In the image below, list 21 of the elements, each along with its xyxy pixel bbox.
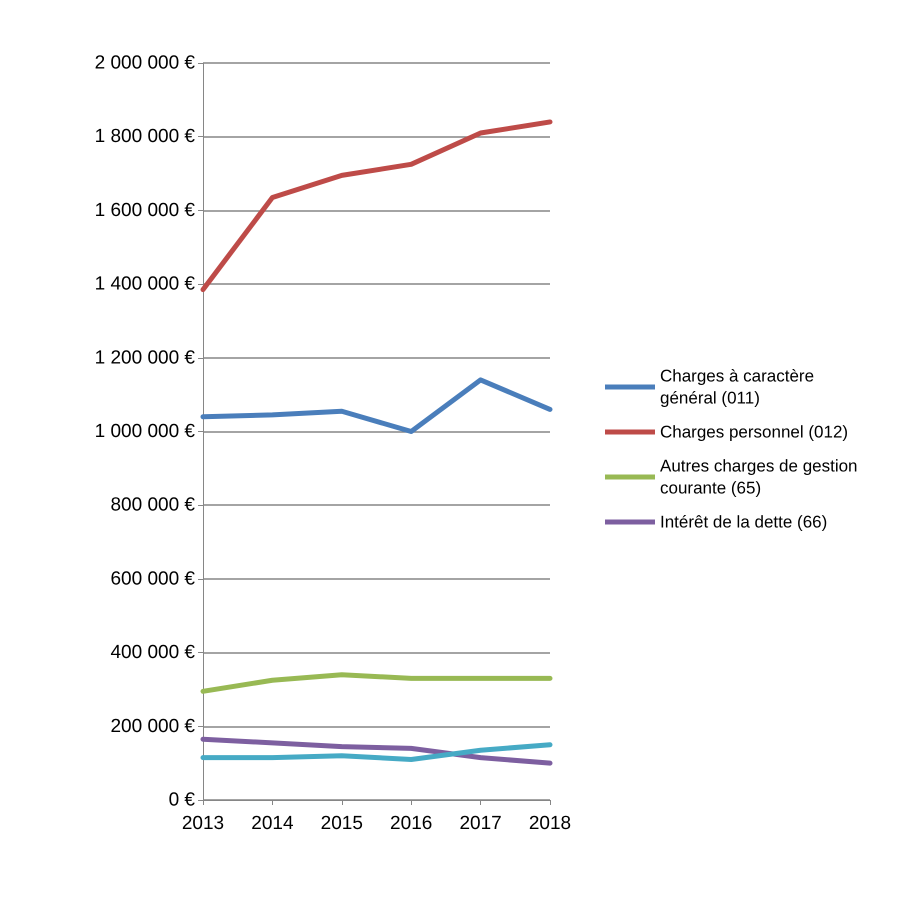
- y-tick-label: 1 400 000 €: [94, 274, 196, 295]
- y-tick-label: 400 000 €: [110, 642, 196, 664]
- x-tick-label: 2016: [390, 813, 432, 834]
- x-tick-label: 2014: [251, 813, 294, 834]
- y-tick-label: 800 000 €: [110, 494, 196, 516]
- x-tick-label: 2018: [528, 813, 572, 834]
- y-tick-label: 0 €: [168, 790, 196, 810]
- legend-label: Charges personnel (012): [660, 422, 848, 442]
- x-tick-label: 2017: [459, 813, 502, 834]
- y-tick-label: 1 600 000 €: [94, 200, 196, 221]
- legend-label: Autres charges de gestion courante (65): [660, 456, 862, 498]
- y-tick-label: 1 200 000 €: [94, 347, 196, 368]
- x-tick-label: 2015: [320, 813, 363, 834]
- y-tick-label: 600 000 €: [110, 568, 196, 590]
- x-tick-label: 2013: [182, 813, 224, 834]
- y-tick-label: 2 000 000 €: [94, 52, 196, 74]
- legend-label: Intérêt de la dette (66): [660, 512, 828, 532]
- y-tick-label: 1 000 000 €: [94, 421, 196, 442]
- legend-label: Charges à caractère général (011): [660, 366, 819, 408]
- y-tick-label: 1 800 000 €: [94, 126, 196, 148]
- y-tick-label: 200 000 €: [110, 716, 196, 737]
